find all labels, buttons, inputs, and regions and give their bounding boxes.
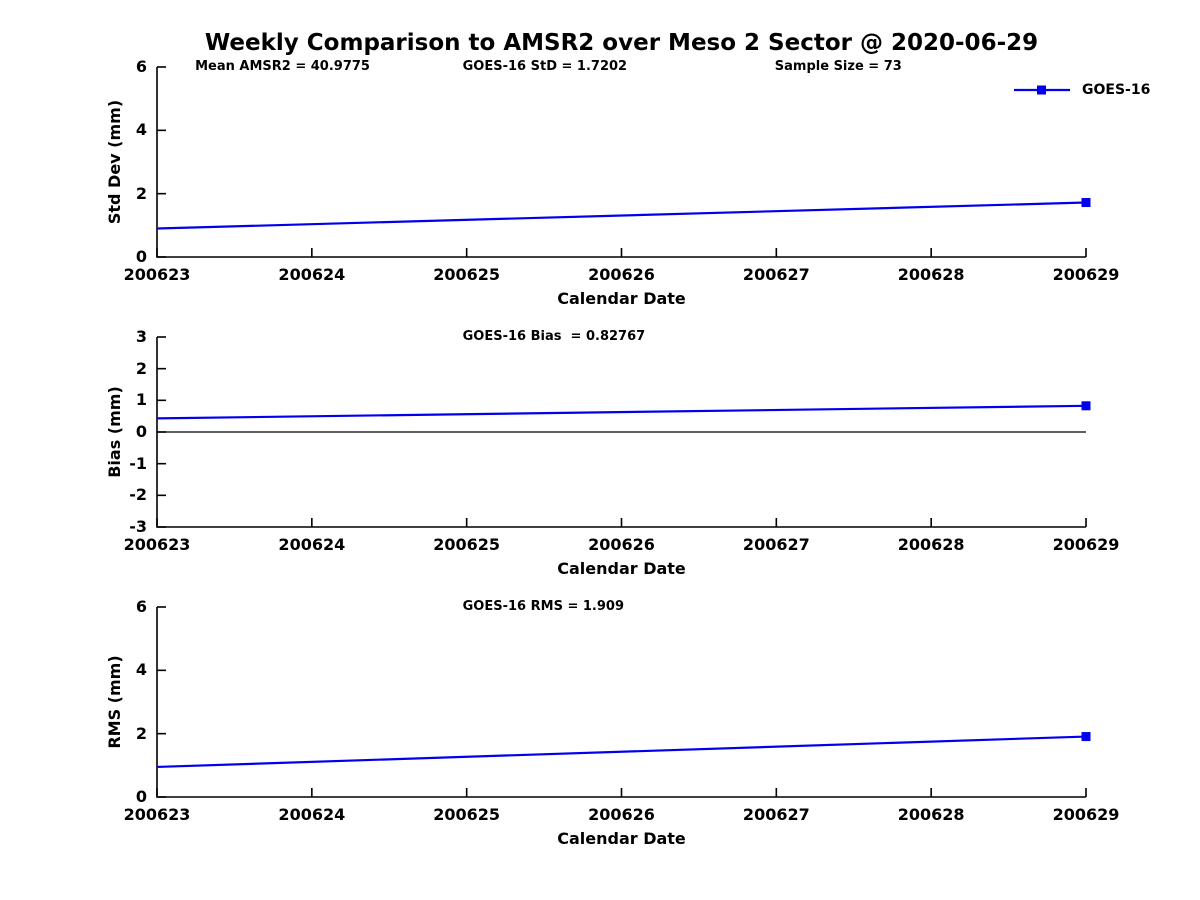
- bias-x-axis-label: Calendar Date: [557, 559, 686, 578]
- std-dev-y-tick-label: 6: [135, 57, 147, 76]
- std-dev-annotation: GOES-16 StD = 1.7202: [462, 59, 628, 74]
- rms-annotation: GOES-16 RMS = 1.909: [462, 599, 624, 614]
- std-dev-y-tick-label: 0: [135, 247, 147, 266]
- std-dev-y-tick-label: 4: [135, 120, 147, 140]
- rms-x-tick-label: 200627: [742, 805, 810, 824]
- legend: GOES-16: [1012, 81, 1150, 99]
- bias-series-line-goes-16: [156, 404, 1087, 420]
- rms-y-tick-label: 2: [135, 723, 147, 743]
- legend-marker: [1014, 85, 1070, 95]
- rms-y-tick-label: 4: [135, 660, 147, 680]
- bias-x-tick-label: 200626: [588, 535, 655, 554]
- std-dev-series-line-goes-16: [156, 201, 1087, 230]
- bias-x-tick-label: 200629: [1052, 535, 1120, 554]
- bias-y-tick-label: -1: [129, 453, 147, 473]
- rms-x-tick-label: 200625: [433, 805, 501, 824]
- bias-annotation: GOES-16 Bias = 0.82767: [462, 329, 646, 344]
- bias-x-tick-label: 200624: [278, 535, 346, 554]
- std-dev-annotation: Sample Size = 73: [774, 59, 902, 74]
- bias-x-tick-label: 200628: [897, 535, 965, 554]
- std-dev-x-tick-label: 200626: [588, 265, 655, 284]
- rms-x-tick-label: 200629: [1052, 805, 1120, 824]
- std-dev-x-tick-label: 200625: [433, 265, 501, 284]
- rms-x-tick-label: 200623: [123, 805, 191, 824]
- legend-label: GOES-16: [1082, 82, 1151, 98]
- bias-y-tick-label: -2: [129, 485, 147, 505]
- rms-end-marker: [1081, 732, 1091, 742]
- std-dev-end-marker: [1081, 198, 1091, 208]
- std-dev-x-tick-label: 200629: [1052, 265, 1120, 284]
- std-dev-x-tick-label: 200627: [742, 265, 810, 284]
- std-dev-x-tick-label: 200624: [278, 265, 346, 284]
- rms-x-axis-label: Calendar Date: [557, 829, 686, 848]
- rms-x-tick-label: 200626: [588, 805, 655, 824]
- bias-y-tick-label: 0: [135, 422, 147, 441]
- bias-y-tick-label: -3: [129, 517, 147, 536]
- bias-y-tick-label: 3: [135, 327, 147, 346]
- rms-x-tick-label: 200628: [897, 805, 965, 824]
- rms-y-tick-label: 6: [135, 597, 147, 616]
- figure-title: Weekly Comparison to AMSR2 over Meso 2 S…: [204, 30, 1039, 56]
- rms-series-line-goes-16: [156, 735, 1087, 769]
- bias-y-tick-label: 1: [135, 390, 147, 410]
- bias-x-tick-label: 200623: [123, 535, 191, 554]
- bias-end-marker: [1081, 401, 1091, 411]
- std-dev-axes-spines: [156, 67, 1086, 258]
- std-dev-y-axis-label: Std Dev (mm): [105, 99, 124, 225]
- std-dev-x-tick-label: 200628: [897, 265, 965, 284]
- legend-square-marker: [1037, 85, 1046, 95]
- bias-y-tick-label: 2: [135, 358, 147, 378]
- rms-y-axis-label: RMS (mm): [105, 655, 124, 749]
- rms-x-tick-label: 200624: [278, 805, 346, 824]
- rms-axes-spines: [156, 607, 1086, 798]
- std-dev-annotation: Mean AMSR2 = 40.9775: [195, 59, 370, 74]
- bias-y-axis-label: Bias (mm): [105, 386, 124, 478]
- bias-x-tick-label: 200625: [433, 535, 501, 554]
- std-dev-x-tick-label: 200623: [123, 265, 191, 284]
- bias-x-tick-label: 200627: [742, 535, 810, 554]
- std-dev-x-axis-label: Calendar Date: [557, 289, 686, 308]
- std-dev-y-tick-label: 2: [135, 183, 147, 203]
- rms-y-tick-label: 0: [135, 787, 147, 806]
